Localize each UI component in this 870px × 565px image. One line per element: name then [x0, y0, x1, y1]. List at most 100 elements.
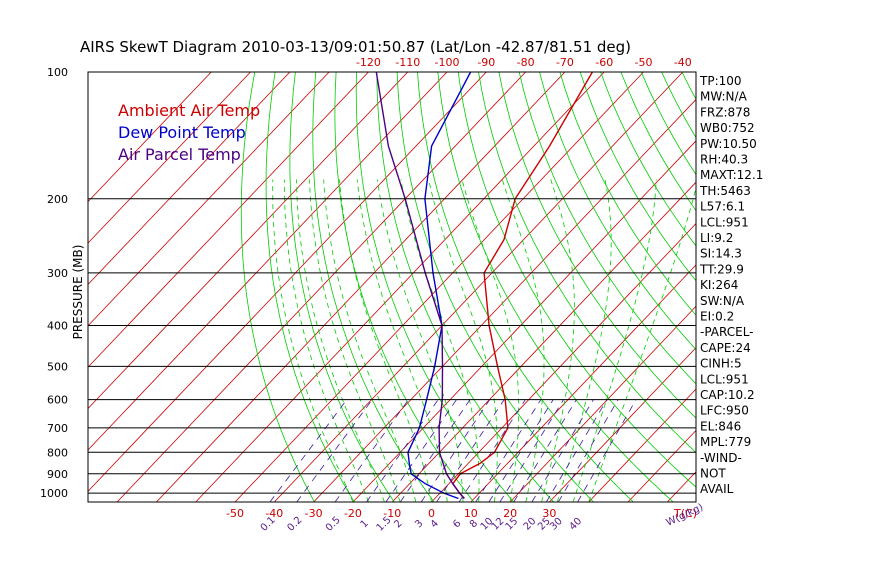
- bottom-temp-tick-label: 0: [428, 507, 435, 520]
- index-value: TP:100: [699, 74, 742, 88]
- mixing-ratio-tick-label: 40: [567, 516, 584, 533]
- bottom-temp-tick-label: -30: [305, 507, 323, 520]
- dry-adiabat-line: [763, 72, 870, 502]
- top-temp-tick-label: -100: [435, 56, 460, 69]
- index-value: MAXT:12.1: [700, 168, 763, 182]
- mixing-ratio-unit-label: W(g/kg): [665, 502, 706, 529]
- index-value: AVAIL: [700, 482, 734, 496]
- index-value: FRZ:878: [700, 105, 750, 119]
- mixing-ratio-line: [437, 400, 505, 502]
- bottom-temp-tick-label: 10: [464, 507, 478, 520]
- top-temp-tick-label: -70: [556, 56, 574, 69]
- mixing-ratio-line: [476, 400, 541, 502]
- dry-adiabat-line: [290, 72, 394, 502]
- moist-adiabat-line: [502, 180, 544, 503]
- mixing-ratio-tick-label: 4: [429, 518, 441, 530]
- index-value: KI:264: [700, 278, 738, 292]
- moist-adiabat-line: [310, 180, 401, 503]
- mixing-ratio-tick-label: 3: [413, 518, 425, 530]
- index-value: L57:6.1: [700, 200, 745, 214]
- mixing-ratio-tick-label: 1: [359, 518, 371, 530]
- mixing-ratio-line: [335, 400, 408, 502]
- pressure-tick-label: 300: [47, 267, 68, 280]
- dry-adiabat-line: [266, 72, 354, 502]
- dry-adiabat-line: [241, 72, 314, 502]
- mixing-ratio-line: [459, 400, 525, 502]
- index-value: LCL:951: [700, 215, 749, 229]
- mixing-ratio-tick-label: 0.2: [285, 515, 304, 534]
- pressure-tick-label: 200: [47, 193, 68, 206]
- chart-title: AIRS SkewT Diagram 2010-03-13/09:01:50.8…: [80, 38, 631, 56]
- isotherm-line: [510, 72, 870, 502]
- index-value: -WIND-: [700, 451, 742, 465]
- isotherm-line: [667, 72, 870, 502]
- mixing-ratio-tick-label: 6: [451, 518, 463, 530]
- mixing-ratio-line: [489, 400, 553, 502]
- index-value: EI:0.2: [700, 310, 734, 324]
- index-value: EL:846: [700, 419, 741, 433]
- dry-adiabat-line: [519, 72, 832, 502]
- mixing-ratio-line: [578, 400, 636, 502]
- series-line-1: [453, 72, 593, 499]
- bottom-temp-tick-label: -20: [344, 507, 362, 520]
- pressure-tick-label: 400: [47, 320, 68, 333]
- index-value: -PARCEL-: [700, 325, 754, 339]
- index-value: SI:14.3: [700, 247, 742, 261]
- index-value: TH:5463: [699, 184, 751, 198]
- top-temp-tick-label: -40: [674, 56, 692, 69]
- bottom-temp-tick-label: -50: [226, 507, 244, 520]
- mixing-ratio-tick-label: 0.5: [324, 515, 343, 534]
- dry-adiabat-line: [743, 72, 870, 502]
- dry-adiabat-line: [313, 72, 434, 502]
- legend-entry: Ambient Air Temp: [118, 101, 260, 120]
- legend-entry: Dew Point Temp: [118, 123, 246, 142]
- series-line-3: [376, 72, 464, 499]
- legend-entry: Air Parcel Temp: [118, 145, 241, 164]
- index-value: CINH:5: [700, 357, 742, 371]
- index-value: NOT: [700, 467, 726, 481]
- top-temp-tick-label: -90: [477, 56, 495, 69]
- pressure-tick-label: 800: [47, 446, 68, 459]
- dry-adiabat-line: [784, 72, 870, 502]
- index-value: LI:9.2: [700, 231, 733, 245]
- dry-adiabat-line: [662, 72, 870, 502]
- legend: Ambient Air Temp Dew Point Temp Air Parcel…: [118, 101, 260, 164]
- top-temp-tick-label: -60: [595, 56, 613, 69]
- mixing-ratio-tick-label: 2: [392, 518, 404, 530]
- moist-adiabat-line: [273, 180, 353, 503]
- index-value: MW:N/A: [700, 90, 748, 104]
- top-temp-tick-label: -120: [356, 56, 381, 69]
- moist-adiabat-line: [542, 180, 575, 503]
- pressure-tick-label: 600: [47, 394, 68, 407]
- pressure-tick-label: 900: [47, 468, 68, 481]
- pressure-tick-label: 500: [47, 360, 68, 373]
- index-value: PW:10.50: [700, 137, 757, 151]
- mixing-ratio-line: [366, 400, 438, 502]
- isotherm-line: [196, 72, 605, 502]
- dry-adiabat-line: [397, 72, 593, 502]
- index-value: MPL:779: [700, 435, 751, 449]
- pressure-tick-label: 100: [47, 66, 68, 79]
- index-value: CAP:10.2: [700, 388, 755, 402]
- y-axis-label: PRESSURE (MB): [71, 245, 85, 340]
- index-value: RH:40.3: [700, 153, 748, 167]
- moist-adiabat-line: [339, 180, 431, 503]
- moist-adiabat-line: [573, 180, 656, 503]
- index-value: LCL:951: [700, 372, 749, 386]
- index-value: SW:N/A: [700, 294, 745, 308]
- index-value: CAPE:24: [700, 341, 751, 355]
- index-value: WB0:752: [700, 121, 755, 135]
- pressure-tick-label: 1000: [40, 487, 68, 500]
- top-temp-tick-label: -110: [395, 56, 420, 69]
- top-temp-tick-label: -80: [517, 56, 535, 69]
- mixing-ratio-line: [297, 400, 372, 502]
- index-value: TT:29.9: [699, 262, 744, 276]
- pressure-tick-label: 700: [47, 422, 68, 435]
- top-temp-tick-label: -50: [635, 56, 653, 69]
- index-value: LFC:950: [700, 404, 749, 418]
- dry-adiabat-line: [418, 72, 634, 502]
- dry-adiabat-line: [377, 72, 554, 502]
